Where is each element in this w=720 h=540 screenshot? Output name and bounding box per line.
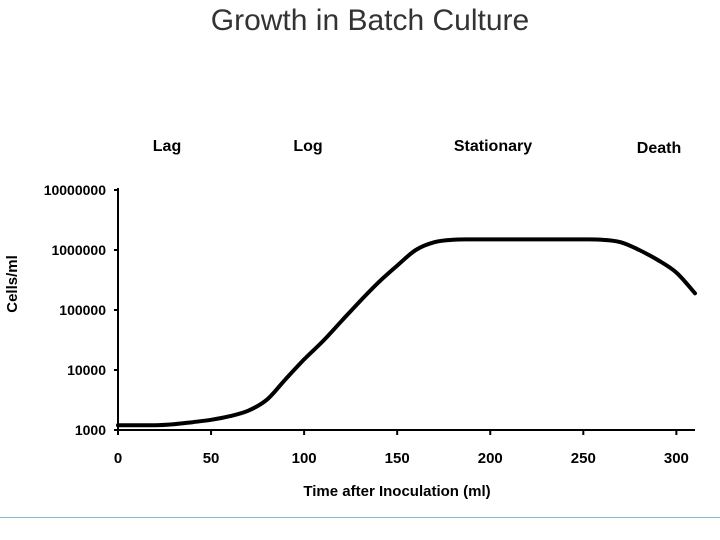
y-axis-ticks: 1000 10000 100000 1000000 10000000	[44, 182, 118, 438]
x-tick-label: 100	[292, 450, 317, 467]
x-axis-ticks: 0 50 100 150 200 250 300	[114, 430, 689, 467]
phase-label-lag: Lag	[153, 138, 181, 155]
x-axis-label: Time after Inoculation (ml)	[303, 483, 490, 500]
x-tick-label: 250	[571, 450, 596, 467]
y-tick-label: 1000	[75, 422, 106, 438]
x-tick-label: 300	[664, 450, 689, 467]
x-tick-label: 200	[478, 450, 503, 467]
y-tick-label: 10000000	[44, 182, 107, 198]
phase-label-log: Log	[293, 138, 322, 155]
y-tick-label: 100000	[59, 302, 106, 318]
y-axis-label: Cells/ml	[4, 255, 21, 313]
growth-curve-line	[116, 237, 697, 428]
y-tick-label: 10000	[67, 362, 106, 378]
bottom-divider	[0, 517, 720, 518]
slide-title: Growth in Batch Culture	[210, 4, 530, 37]
x-tick-label: 150	[385, 450, 410, 467]
phase-label-stationary: Stationary	[454, 138, 532, 155]
x-tick-label: 0	[114, 450, 122, 467]
y-tick-label: 1000000	[51, 242, 106, 258]
x-tick-label: 50	[203, 450, 220, 467]
phase-label-death: Death	[637, 140, 681, 157]
